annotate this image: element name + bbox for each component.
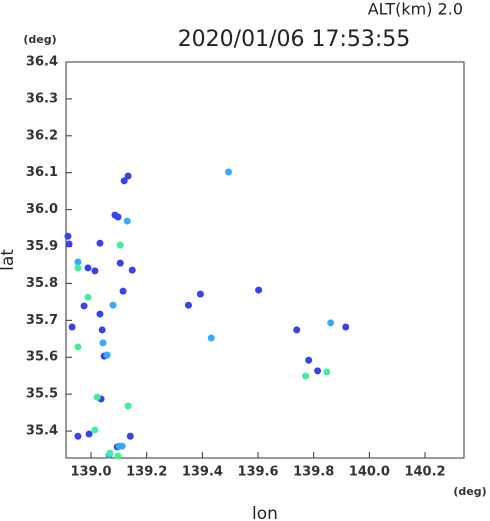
echo-point	[126, 432, 134, 440]
y-tick-label: 35.4	[26, 424, 58, 439]
chart-title: 2020/01/06 17:53:55	[178, 27, 411, 52]
echo-point	[93, 393, 101, 401]
y-axis-label: lat	[0, 249, 18, 271]
x-tick-label: 140.2	[404, 465, 445, 480]
y-tick-label: 36.2	[26, 128, 58, 143]
echo-point	[293, 326, 301, 334]
plot-frame	[65, 61, 465, 459]
echo-point	[120, 177, 128, 185]
y-tick-label: 35.7	[26, 313, 58, 328]
echo-point	[115, 442, 123, 450]
x-tick-label: 139.6	[237, 465, 278, 480]
y-unit: (deg)	[23, 33, 56, 46]
echo-point	[99, 339, 107, 347]
echo-point	[305, 356, 313, 364]
echo-point	[74, 264, 82, 272]
echo-point	[84, 264, 92, 272]
x-tick-label: 140.0	[349, 465, 390, 480]
echo-point	[114, 452, 122, 460]
echo-point	[96, 310, 104, 318]
x-tick-label: 139.8	[293, 465, 334, 480]
echo-point	[302, 372, 310, 380]
y-tick-label: 36.4	[26, 55, 58, 70]
echo-point	[323, 368, 331, 376]
echo-point	[64, 232, 72, 240]
echo-point	[80, 302, 88, 310]
echo-point	[207, 334, 215, 342]
echo-point	[342, 323, 350, 331]
echo-point	[184, 301, 192, 309]
x-axis-label: lon	[252, 504, 278, 521]
echo-point	[109, 301, 117, 309]
echo-point	[124, 172, 132, 180]
echo-point	[74, 343, 82, 351]
subtitle: ALT(km) 2.0	[368, 0, 463, 19]
echo-point	[128, 266, 136, 274]
y-tick-label: 36.0	[26, 202, 58, 217]
echo-point	[106, 449, 114, 457]
y-tick-label: 36.3	[26, 91, 58, 106]
x-tick-label: 139.2	[126, 465, 167, 480]
echo-point	[114, 213, 122, 221]
y-tick-label: 35.6	[26, 350, 58, 365]
echo-point	[116, 259, 124, 267]
echo-point	[91, 267, 99, 275]
echo-point	[124, 402, 132, 410]
echo-point	[91, 426, 99, 434]
echo-point	[255, 286, 263, 294]
echo-point	[196, 290, 204, 298]
echo-point	[96, 239, 104, 247]
x-tick-label: 139.4	[182, 465, 223, 480]
echo-point	[103, 351, 111, 359]
y-tick-label: 35.8	[26, 276, 58, 291]
y-tick-label: 36.1	[26, 165, 58, 180]
echo-point	[119, 287, 127, 295]
echo-point	[84, 293, 92, 301]
echo-point	[327, 319, 335, 327]
echo-point	[65, 240, 73, 248]
x-unit: (deg)	[453, 485, 486, 498]
x-tick-label: 139.0	[70, 465, 111, 480]
echo-point	[116, 241, 124, 249]
y-tick-label: 35.5	[26, 387, 58, 402]
echo-point	[68, 323, 76, 331]
echo-point	[74, 258, 82, 266]
echo-point	[98, 326, 106, 334]
y-tick-label: 35.9	[26, 239, 58, 254]
echo-point	[123, 217, 131, 225]
echo-point	[85, 430, 93, 438]
echo-point	[74, 432, 82, 440]
echo-point	[225, 168, 233, 176]
echo-point	[314, 367, 322, 375]
